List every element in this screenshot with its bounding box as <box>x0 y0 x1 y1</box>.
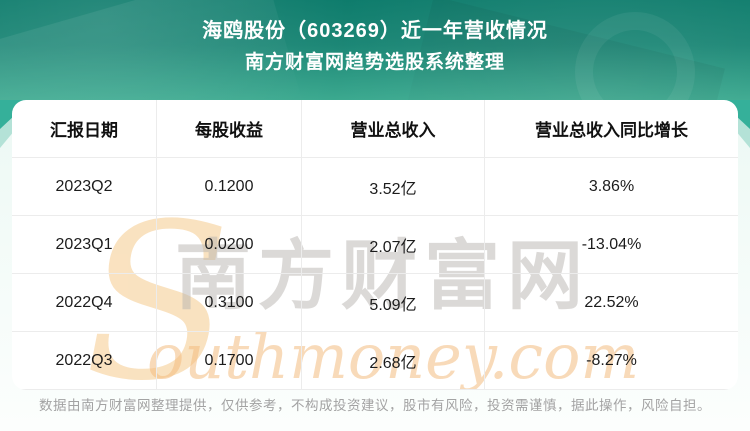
table-cell-eps: 0.3100 <box>157 274 302 332</box>
table-cell-eps: 0.1700 <box>157 332 302 390</box>
revenue-table: 汇报日期 每股收益 营业总收入 营业总收入同比增长 2023Q2 0.1200 … <box>12 100 738 390</box>
table-cell-period: 2023Q2 <box>12 158 157 216</box>
table-cell-period: 2022Q3 <box>12 332 157 390</box>
table-cell-revenue: 5.09亿 <box>302 274 485 332</box>
page-subtitle: 南方财富网趋势选股系统整理 <box>244 52 505 73</box>
table-cell-yoy: -13.04% <box>485 216 738 274</box>
header-band <box>0 0 750 224</box>
page-title: 海鸥股份（603269）近一年营收情况 <box>202 20 548 42</box>
table-cell-eps: 0.1200 <box>157 158 302 216</box>
column-header-yoy-growth: 营业总收入同比增长 <box>485 100 738 158</box>
table-cell-yoy: 22.52% <box>485 274 738 332</box>
table-cell-yoy: -8.27% <box>485 332 738 390</box>
column-header-eps: 每股收益 <box>157 100 302 158</box>
table-cell-eps: 0.0200 <box>157 216 302 274</box>
data-card: S 南方财富网 outhmoney.com 汇报日期 每股收益 营业总收入 营业… <box>12 100 738 390</box>
table-cell-revenue: 3.52亿 <box>302 158 485 216</box>
table-cell-period: 2023Q1 <box>12 216 157 274</box>
table-cell-revenue: 2.68亿 <box>302 332 485 390</box>
table-cell-revenue: 2.07亿 <box>302 216 485 274</box>
column-header-report-date: 汇报日期 <box>12 100 157 158</box>
table-cell-yoy: 3.86% <box>485 158 738 216</box>
disclaimer-text: 数据由南方财富网整理提供，仅供参考，不构成投资建议，股市有风险，投资需谨慎，据此… <box>39 398 711 413</box>
table-cell-period: 2022Q4 <box>12 274 157 332</box>
column-header-total-revenue: 营业总收入 <box>302 100 485 158</box>
